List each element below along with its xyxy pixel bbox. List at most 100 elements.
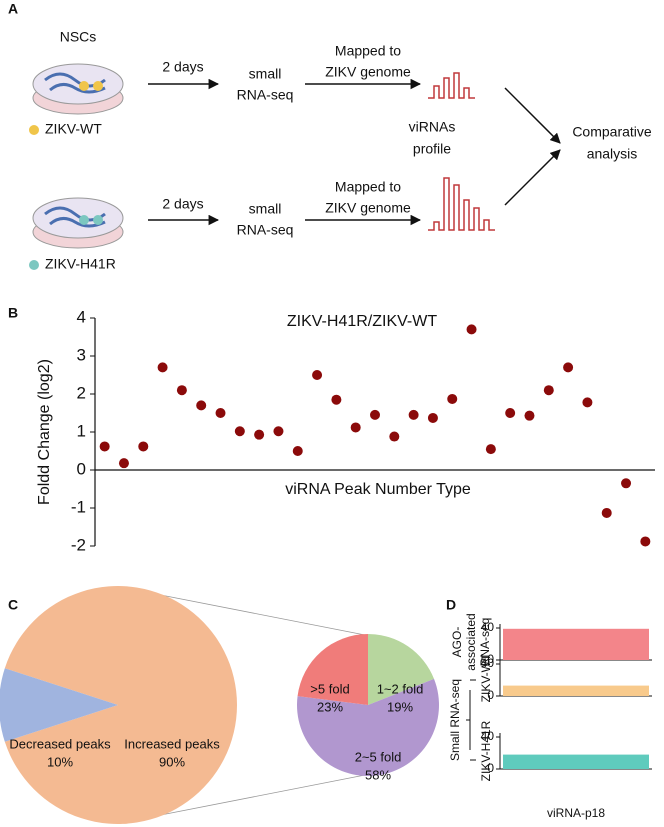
slice-label: >5 fold <box>310 681 349 696</box>
y-tick-label: 4 <box>77 307 86 326</box>
virus-icon <box>29 125 39 135</box>
method-label: RNA-seq <box>237 222 294 238</box>
point <box>621 478 632 489</box>
result-label: Comparative <box>572 124 652 140</box>
profile-label: viRNAs <box>409 119 456 135</box>
point <box>601 507 612 518</box>
slice-label: Decreased peaks <box>9 736 111 751</box>
point <box>254 429 265 440</box>
y-axis-label: Foldd Change (log2) <box>36 359 53 505</box>
point <box>157 362 168 373</box>
point <box>215 408 226 418</box>
virus-icon <box>29 260 39 270</box>
point <box>234 426 245 437</box>
method-label: small <box>249 201 282 217</box>
y-axis-label: AGO- <box>450 627 464 658</box>
point <box>427 412 438 423</box>
group-label: Small RNA-seq <box>448 679 462 761</box>
point <box>196 400 207 411</box>
y-tick-label: 40 <box>481 656 495 670</box>
pie-slice <box>0 668 118 742</box>
y-tick-label: 40 <box>481 620 495 634</box>
point <box>350 422 361 433</box>
time-label: 2 days <box>162 59 203 75</box>
point <box>447 393 458 404</box>
result-label: analysis <box>587 146 638 162</box>
y-tick-label: 1 <box>77 421 86 440</box>
point <box>505 408 516 418</box>
mapping-label: ZIKV genome <box>325 64 411 80</box>
slice-label: Increased peaks <box>124 736 220 751</box>
point <box>118 458 129 469</box>
arrows <box>148 78 561 226</box>
point <box>138 441 149 452</box>
dish <box>32 63 124 115</box>
bar <box>503 685 649 696</box>
point <box>563 362 574 373</box>
point <box>408 409 419 420</box>
time-label: 2 days <box>162 196 203 212</box>
y-tick-label: 0 <box>487 761 494 775</box>
slice-label: 2~5 fold <box>355 749 402 764</box>
pie-slice <box>296 678 439 776</box>
panel-label: C <box>8 597 18 613</box>
slice-value-label: 90% <box>159 754 185 769</box>
y-axis-label: associated <box>464 613 478 670</box>
bar <box>503 628 649 660</box>
y-axis-label: RNA-seq <box>478 618 492 667</box>
pie-slice <box>4 586 237 824</box>
group-bracket <box>466 679 476 761</box>
method-label: RNA-seq <box>237 87 294 103</box>
point <box>331 394 342 405</box>
y-axis-label: ZIKV-H41R <box>479 720 493 781</box>
slice-value-label: 10% <box>47 754 73 769</box>
slice-value-label: 19% <box>387 699 413 714</box>
y-tick-label: 0 <box>487 688 494 702</box>
bar <box>503 754 649 769</box>
mapping-label: ZIKV genome <box>325 200 411 216</box>
panel-label: A <box>8 1 18 17</box>
slice-value-label: 23% <box>317 699 343 714</box>
dish <box>32 197 124 249</box>
virus-label: ZIKV-WT <box>45 121 102 137</box>
panel-a-icons <box>29 63 561 270</box>
method-label: small <box>249 66 282 82</box>
point <box>312 370 323 380</box>
panel-label: D <box>446 597 456 613</box>
slice-value-label: 58% <box>365 767 391 782</box>
virus-label: ZIKV-H41R <box>45 256 116 272</box>
panel-label: B <box>8 305 18 321</box>
point <box>370 409 380 420</box>
profile-icon <box>428 72 475 99</box>
mapping-label: Mapped to <box>335 43 401 59</box>
cell-type: NSCs <box>60 29 97 45</box>
y-tick-label: 0 <box>77 459 86 478</box>
x-tick-label: viRNA-p18 <box>547 806 605 820</box>
y-tick-label: 40 <box>481 729 495 743</box>
slice-label: 1~2 fold <box>377 681 424 696</box>
point <box>543 385 554 396</box>
profile-icon <box>428 177 495 231</box>
point <box>640 536 651 547</box>
point <box>466 324 477 335</box>
point <box>292 446 303 456</box>
point <box>389 431 400 442</box>
point <box>273 426 284 437</box>
point <box>176 385 187 396</box>
y-tick-label: 2 <box>77 383 86 402</box>
y-tick-label: 0 <box>487 652 494 666</box>
pie-slice <box>297 634 368 705</box>
point <box>582 397 593 408</box>
point <box>485 444 496 455</box>
chart-title: ZIKV-H41R/ZIKV-WT <box>287 313 437 330</box>
y-axis-label: ZIKV-WT <box>479 653 493 702</box>
pie-slice <box>368 634 435 705</box>
point <box>524 410 535 421</box>
profile-label: profile <box>413 141 451 157</box>
mapping-label: Mapped to <box>335 179 401 195</box>
y-tick-label: -1 <box>71 497 86 516</box>
point <box>99 441 110 452</box>
y-tick-label: 3 <box>77 345 86 364</box>
y-tick-label: -2 <box>71 535 86 554</box>
